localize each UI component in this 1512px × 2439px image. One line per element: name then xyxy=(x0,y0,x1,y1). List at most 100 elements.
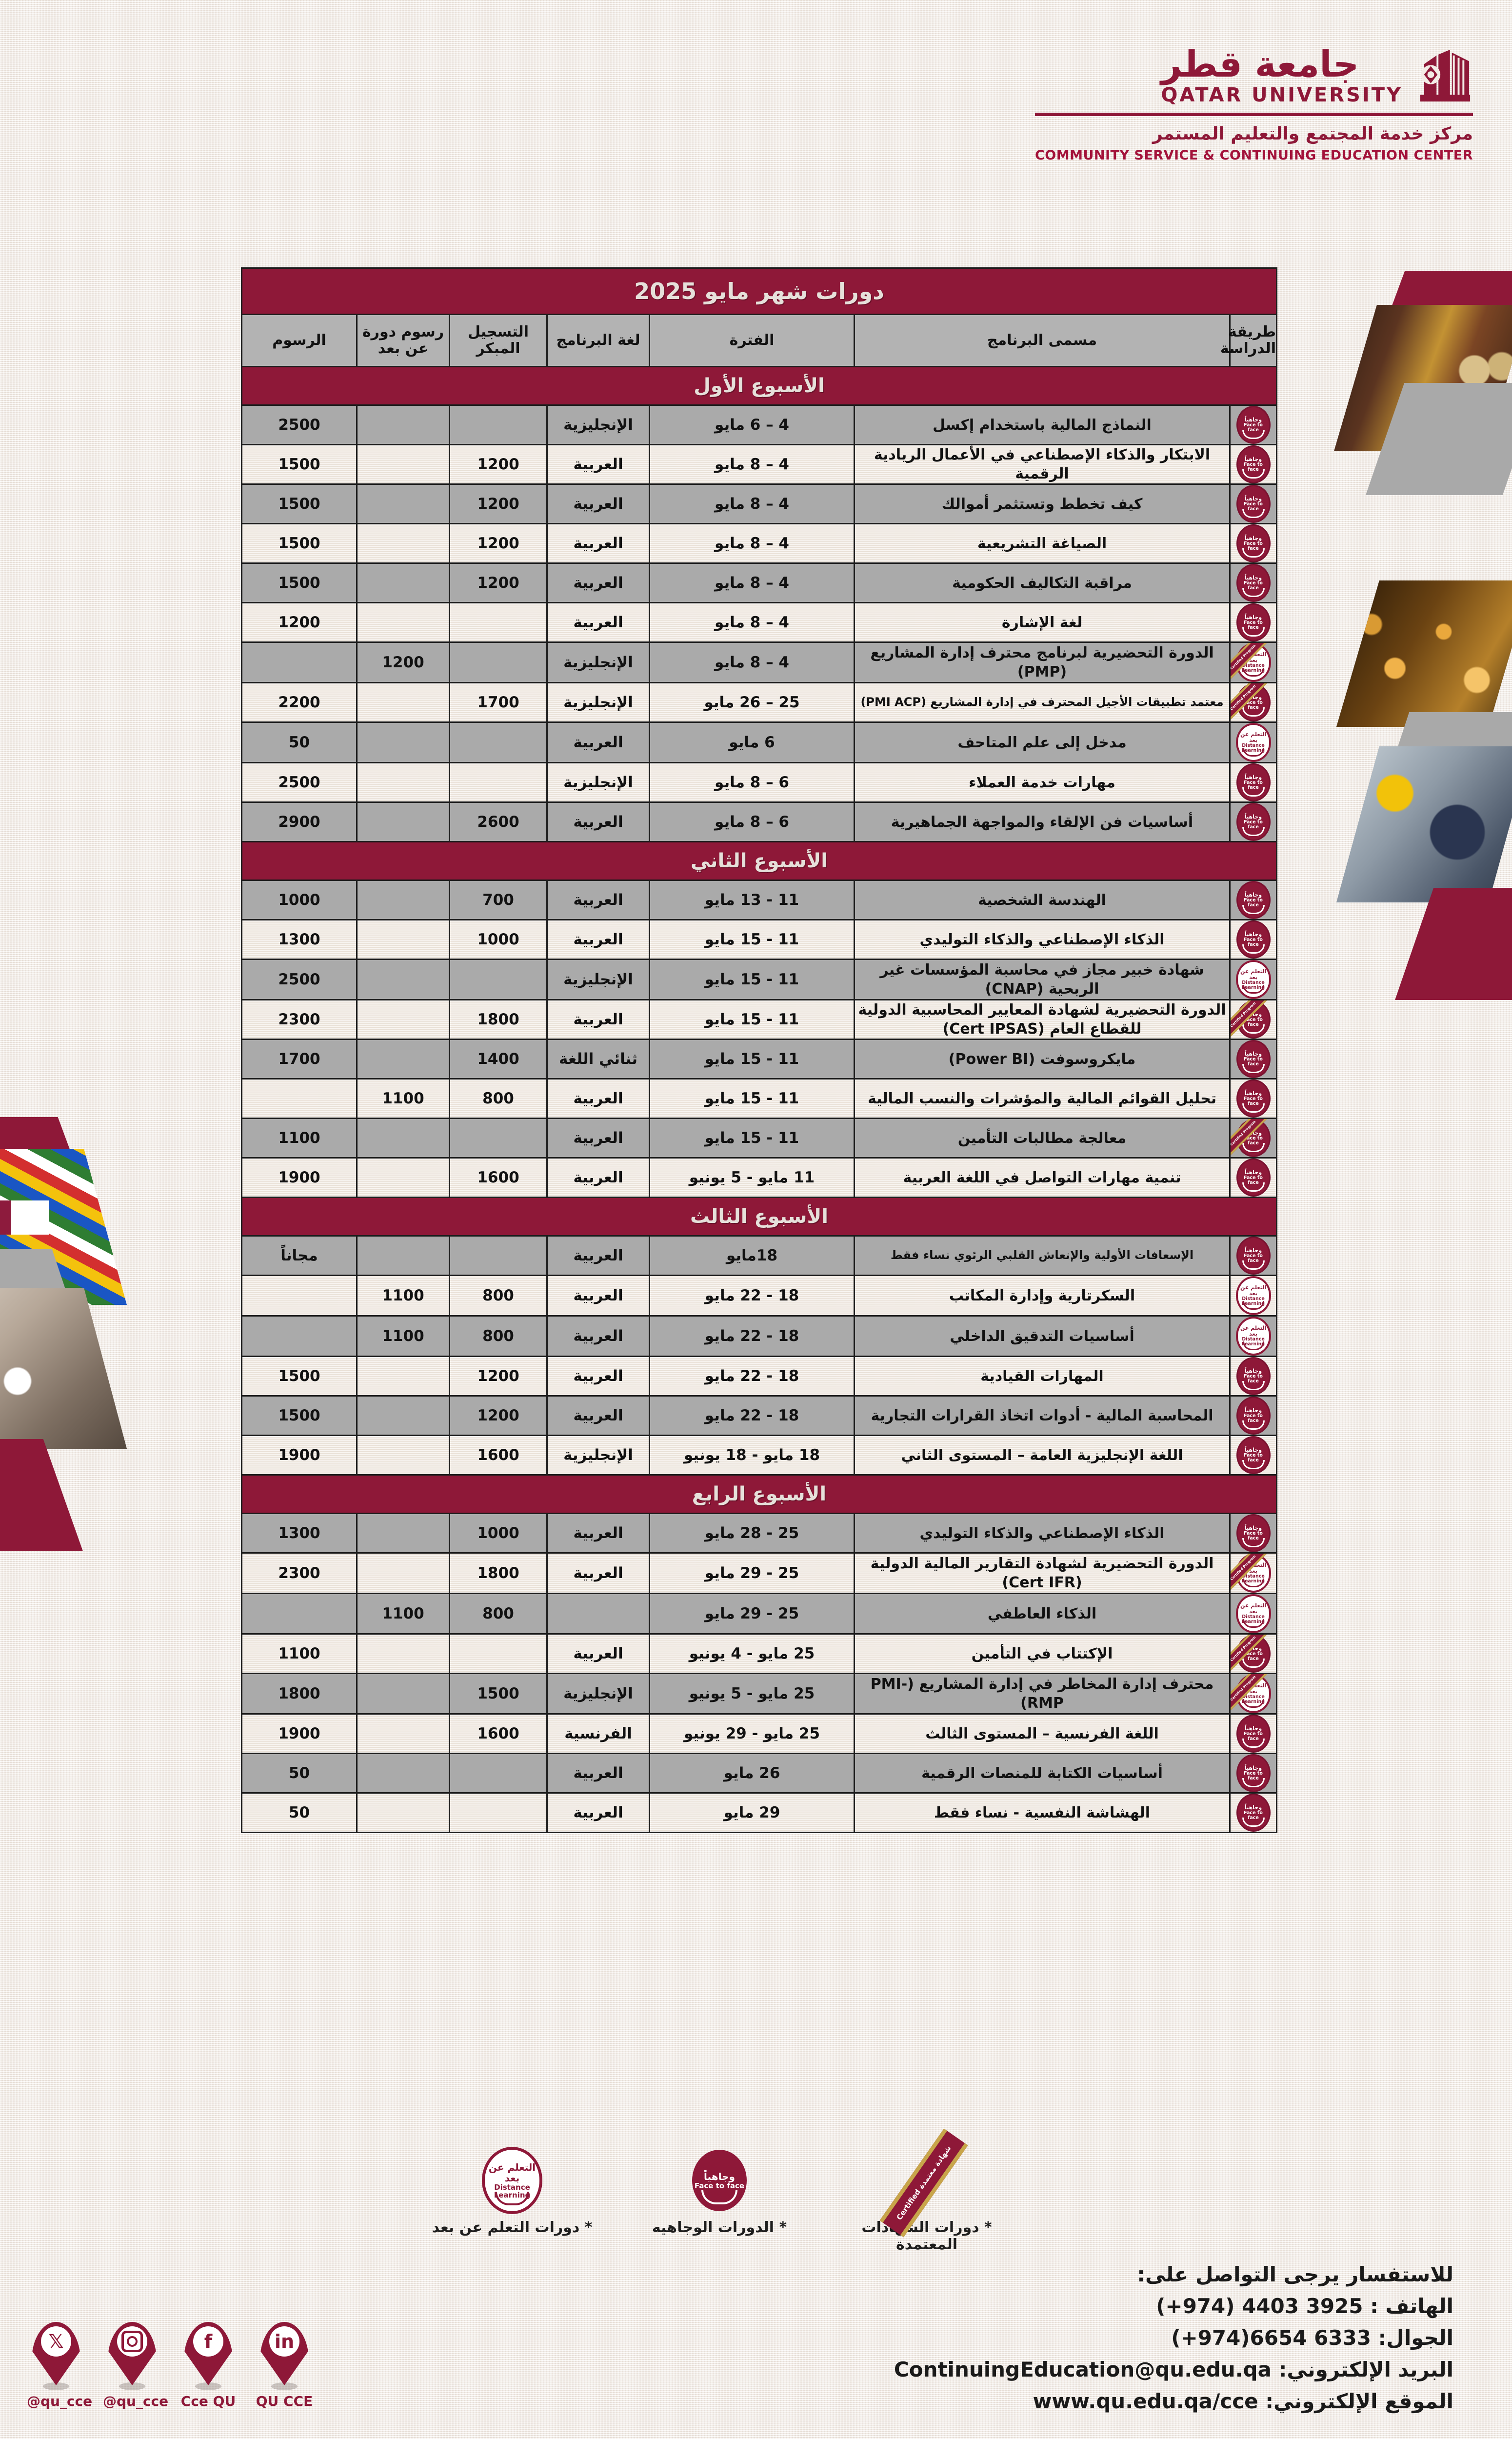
social-link-x-twitter[interactable]: 𝕏 @qu_cce xyxy=(27,2322,92,2409)
cell-fee: 1900 xyxy=(240,1435,358,1476)
social-link-facebook[interactable]: f Cce QU xyxy=(179,2322,238,2409)
face-to-face-badge-icon: وجاهياً Face to face xyxy=(1236,406,1271,444)
table-row: وجاهياً Face to face مايكروسوفت (Power BI)… xyxy=(240,1039,1277,1080)
schedule-body: الأسبوع الأول وجاهياً Face to face النماذج … xyxy=(240,366,1278,1833)
cell-fee xyxy=(240,641,358,683)
cell-remote-course-fee xyxy=(356,562,450,603)
cell-language: العربية xyxy=(546,1792,650,1833)
study-mode-cell: التعلم عن بعد Distance Learning xyxy=(1229,721,1277,763)
cell-period: 18مايو xyxy=(649,1235,855,1276)
cell-program-name: الإكتتاب في التأمين xyxy=(854,1633,1231,1674)
week-header-row: الأسبوع الثالث xyxy=(240,1197,1278,1237)
cell-early-registration-fee: 1800 xyxy=(449,999,548,1040)
cell-period: 11 - 15 مايو xyxy=(649,959,855,1000)
distance-learning-badge-icon: التعلم عن بعد Distance Learning xyxy=(1235,643,1271,682)
cell-program-name: الهشاشة النفسية - نساء فقط xyxy=(854,1792,1231,1833)
cell-program-name: المحاسبة المالية - أدوات اتخاذ القرارات … xyxy=(854,1395,1231,1436)
cell-language: الإنجليزية xyxy=(546,641,650,683)
cell-early-registration-fee xyxy=(449,762,548,803)
study-mode-cell: وجاهياً Face to face xyxy=(1229,801,1277,842)
instagram-icon xyxy=(117,2326,147,2357)
distance-learning-badge-icon: التعلم عن بعد Distance Learning xyxy=(1235,723,1271,762)
cell-remote-course-fee xyxy=(356,1792,450,1833)
table-header-row: طريقة الدراسة مسمى البرنامج الفترة لغة ا… xyxy=(240,314,1277,367)
cell-fee: 50 xyxy=(240,1753,358,1794)
study-mode-cell: وجاهياً Face to face xyxy=(1229,880,1277,920)
cell-period: 25 - 28 مايو xyxy=(649,1513,855,1554)
cell-program-name: أساسيات التدقيق الداخلي xyxy=(854,1315,1231,1357)
table-title: دورات شهر مايو 2025 xyxy=(240,267,1278,315)
cell-early-registration-fee: 800 xyxy=(449,1275,548,1317)
cell-fee: 1500 xyxy=(240,1395,358,1436)
map-pin-shape xyxy=(108,2322,157,2385)
table-row: التعلم عن بعد Distance Learning شهادة خبير… xyxy=(240,959,1277,1000)
cell-period: 6 – 8 مايو xyxy=(649,801,855,842)
cell-fee xyxy=(240,1593,358,1635)
pin-shadow xyxy=(195,2382,221,2390)
face-to-face-badge-icon: وجاهياً Face to face xyxy=(1236,881,1271,919)
contact-email[interactable]: البريد الإلكتروني: ContinuingEducation@q… xyxy=(894,2358,1453,2382)
study-mode-cell: وجاهياً Face to face xyxy=(1229,1395,1277,1436)
social-handle: QU CCE xyxy=(256,2393,313,2409)
cell-language: الفرنسية xyxy=(546,1713,650,1754)
table-row: وجاهياً Face to face الهشاشة النفسية - نسا… xyxy=(240,1792,1277,1833)
cell-fee: 1000 xyxy=(240,880,358,920)
face-to-face-badge-icon: وجاهياً Face to face xyxy=(1236,1436,1271,1474)
cell-language: العربية xyxy=(546,562,650,603)
legend-item-distance: التعلم عن بعد Distance Learning * دورات ال… xyxy=(419,2144,605,2253)
cell-early-registration-fee: 1200 xyxy=(449,1395,548,1436)
cell-period: 11 - 15 مايو xyxy=(649,919,855,960)
cell-program-name: كيف تخطط وتستثمر أموالك xyxy=(854,483,1231,524)
face-to-face-badge-icon: وجاهياً Face to face xyxy=(1236,445,1271,483)
cell-early-registration-fee: 1200 xyxy=(449,444,548,485)
study-mode-cell: وجاهياً Face to face xyxy=(1229,562,1277,603)
face-to-face-badge-icon: وجاهياً Face to face xyxy=(1236,920,1271,959)
cell-program-name: الذكاء الإصطناعي والذكاء التوليدي xyxy=(854,919,1231,960)
week-label: الأسبوع الرابع xyxy=(240,1474,1278,1514)
social-link-instagram[interactable]: @qu_cce xyxy=(103,2322,168,2409)
cell-period: 11 - 13 مايو xyxy=(649,880,855,920)
cell-fee: 2500 xyxy=(240,404,358,445)
week-header-row: الأسبوع الثاني xyxy=(240,841,1278,881)
social-link-linkedin[interactable]: in QU CCE xyxy=(255,2322,314,2409)
cell-remote-course-fee xyxy=(356,1157,450,1198)
study-mode-cell: وجاهياً Face to face Certified Program xyxy=(1229,1633,1277,1674)
cell-program-name: السكرتارية وإدارة المكاتب xyxy=(854,1275,1231,1317)
contact-website[interactable]: الموقع الإلكتروني: www.qu.edu.qa/cce xyxy=(1033,2389,1453,2414)
cell-language: العربية xyxy=(546,801,650,842)
social-links: 𝕏 @qu_cce @qu_cce f Cce QU in QU CCE xyxy=(27,2322,314,2409)
table-row: وجاهياً Face to face المهارات القيادية 18 -… xyxy=(240,1356,1277,1397)
cell-language: العربية xyxy=(546,1356,650,1397)
cell-remote-course-fee xyxy=(356,959,450,1000)
cell-program-name: الذكاء العاطفي xyxy=(854,1593,1231,1635)
cell-period: 4 – 8 مايو xyxy=(649,483,855,524)
face-to-face-badge-icon: وجاهياً Face to face xyxy=(1236,485,1271,523)
cell-early-registration-fee: 800 xyxy=(449,1315,548,1357)
map-pin-shape: in xyxy=(260,2322,309,2385)
cell-program-name: اللغة الفرنسية – المستوى الثالث xyxy=(854,1713,1231,1754)
contact-phone: الهاتف : 3925 4403 (974+) xyxy=(1156,2294,1453,2319)
face-to-face-badge-icon: وجاهياً Face to face xyxy=(1236,1159,1271,1197)
legend-item-face_to_face: وجاهياً Face to face * الدورات الوجاهيه xyxy=(627,2144,812,2253)
cell-period: 4 – 8 مايو xyxy=(649,641,855,683)
cell-program-name: مهارات خدمة العملاء xyxy=(854,762,1231,803)
cell-period: 18 - 22 مايو xyxy=(649,1395,855,1436)
table-row: وجاهياً Face to face اللغة الإنجليزية العا… xyxy=(240,1435,1277,1476)
col-header-remote: رسوم دورة عن بعد xyxy=(356,314,450,367)
cell-fee: 1500 xyxy=(240,523,358,564)
study-mode-cell: وجاهياً Face to face xyxy=(1229,483,1277,524)
cell-remote-course-fee xyxy=(356,999,450,1040)
study-mode-cell: وجاهياً Face to face xyxy=(1229,1235,1277,1276)
cell-language: الإنجليزية xyxy=(546,682,650,723)
cell-early-registration-fee xyxy=(449,1235,548,1276)
cell-remote-course-fee xyxy=(356,1435,450,1476)
study-mode-cell: وجاهياً Face to face Certified Program xyxy=(1229,1118,1277,1159)
cell-fee: 2300 xyxy=(240,1552,358,1594)
distance-learning-badge-icon: التعلم عن بعد Distance Learning xyxy=(1235,1674,1271,1713)
study-mode-cell: وجاهياً Face to face xyxy=(1229,1792,1277,1833)
study-mode-cell: التعلم عن بعد Distance Learning xyxy=(1229,1275,1277,1317)
cell-program-name: تحليل القوائم المالية والمؤشرات والنسب ا… xyxy=(854,1078,1231,1119)
cell-remote-course-fee xyxy=(356,483,450,524)
table-row: وجاهياً Face to face كيف تخطط وتستثمر أموا… xyxy=(240,483,1277,524)
cell-fee: 1500 xyxy=(240,1356,358,1397)
